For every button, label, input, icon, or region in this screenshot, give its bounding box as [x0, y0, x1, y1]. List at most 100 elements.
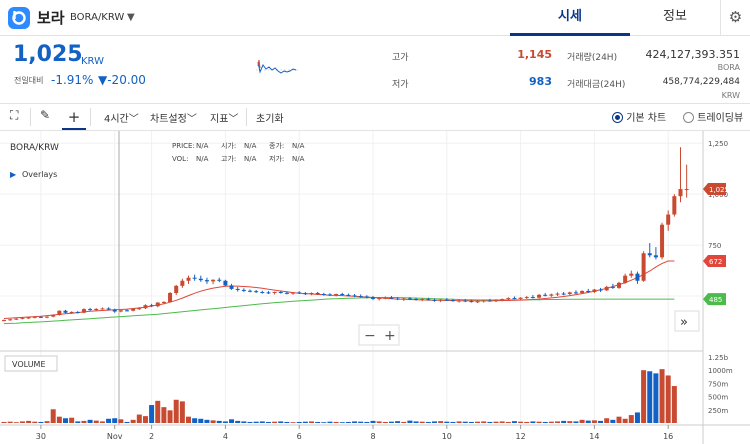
candle-body	[75, 311, 80, 313]
pencil-icon[interactable]: ✎	[40, 108, 51, 122]
readout-low-value: N/A	[292, 155, 305, 163]
candle-body	[309, 292, 314, 295]
volume-bar	[19, 421, 25, 423]
candle-body	[549, 294, 554, 296]
basic-chart-radio[interactable]: 기본 차트	[612, 109, 666, 124]
candle-body	[414, 298, 419, 300]
tradingview-radio[interactable]: 트레이딩뷰	[683, 109, 743, 124]
candle-body	[401, 298, 406, 300]
time-tick-label: Nov	[107, 432, 123, 441]
interval-select[interactable]: 4시간﹀	[104, 110, 139, 125]
reset-button[interactable]: 초기화	[256, 114, 284, 125]
candle-body	[371, 297, 375, 299]
zoom-in-button[interactable]: +	[384, 328, 396, 344]
volume-bar	[352, 421, 358, 423]
volume-bar	[247, 421, 253, 423]
volume-bar	[1, 421, 7, 423]
candle-body	[260, 291, 265, 293]
chevron-down-icon: ﹀	[228, 114, 239, 125]
candle-body	[475, 301, 480, 303]
tradingview-label: 트레이딩뷰	[697, 113, 744, 124]
candle-body	[580, 290, 585, 293]
candle-body	[303, 293, 308, 295]
candle-body	[610, 286, 615, 288]
readout-high-label: 고가:	[221, 154, 236, 163]
volume-bar	[518, 421, 524, 423]
candle-body	[561, 293, 566, 295]
candle-body	[334, 294, 339, 296]
candle-body	[660, 224, 665, 258]
crosshair-icon[interactable]: +	[62, 106, 86, 130]
ma-long-tag-marker	[703, 293, 726, 306]
fullscreen-icon[interactable]: ⛶	[10, 108, 19, 122]
candles	[2, 147, 689, 322]
volume-bar	[216, 420, 222, 423]
candle-body	[32, 316, 37, 318]
volume-legend: VOLUME	[4, 355, 58, 372]
turnover-unit: KRW	[721, 91, 740, 100]
volume-bar	[272, 421, 278, 423]
candle-body	[340, 294, 345, 296]
indicators-menu[interactable]: 지표﹀	[210, 110, 238, 125]
volume-bar	[401, 421, 407, 423]
candle-body	[112, 309, 117, 312]
volume-bar	[75, 421, 81, 423]
volume-bar	[395, 421, 401, 423]
readout-price-value: N/A	[196, 142, 209, 150]
candle-body	[598, 289, 603, 291]
candle-body	[573, 292, 578, 294]
candle-body	[684, 189, 689, 191]
candle-body	[512, 298, 517, 300]
scroll-to-latest-button[interactable]: »	[674, 310, 700, 332]
candle-body	[346, 294, 351, 296]
turnover-value: 458,774,229,484	[662, 77, 740, 87]
volume-bar	[358, 421, 364, 423]
readout-open-label: 시가:	[221, 141, 236, 150]
time-tick-label: 8	[370, 432, 375, 441]
time-tick-label: 30	[36, 432, 46, 441]
candle-body	[2, 320, 6, 322]
volume-bar	[142, 416, 148, 423]
volume-bar	[81, 420, 87, 423]
volume-tick-label: 1.25b	[708, 354, 729, 362]
candle-body	[543, 294, 548, 296]
candle-body	[241, 289, 246, 291]
chart-settings-menu[interactable]: 차트설정﹀	[150, 110, 197, 125]
volume-bar	[56, 416, 62, 423]
volume-bar	[530, 421, 536, 423]
volume-bar	[309, 421, 314, 423]
volume-bar	[26, 420, 32, 423]
tab-info[interactable]: 정보	[663, 9, 687, 24]
volume-bar	[665, 375, 671, 423]
moving-averages	[3, 260, 675, 325]
price-tick-label: 1,250	[708, 140, 728, 148]
volume-bar	[641, 370, 647, 423]
gear-icon[interactable]: ⚙	[720, 0, 750, 36]
candle-body	[235, 288, 240, 290]
volume-bar	[167, 410, 173, 423]
candle-body	[352, 295, 357, 297]
candle-body	[186, 277, 191, 281]
zoom-out-button[interactable]: −	[364, 328, 376, 344]
symbol-label: BORA/KRW	[10, 143, 59, 153]
overlays-label[interactable]: Overlays	[22, 170, 57, 179]
volume-bar	[388, 421, 394, 423]
candle-body	[389, 297, 394, 299]
candle-body	[180, 280, 185, 286]
tab-quote[interactable]: 시세	[510, 0, 630, 36]
candle-body	[174, 285, 179, 293]
candle-body	[118, 310, 123, 312]
readout-price-label: PRICE:	[172, 142, 195, 150]
overlays-toggle-icon[interactable]: ▶	[10, 170, 17, 179]
volume-bar	[462, 421, 468, 423]
candle-body	[672, 196, 677, 215]
candle-body	[254, 291, 259, 293]
candle-body	[407, 298, 412, 300]
volume-bar	[222, 421, 228, 423]
time-tick-label: 2	[149, 432, 154, 441]
candle-body	[161, 301, 166, 303]
chevron-down-icon[interactable]: ▼	[127, 12, 135, 23]
volume-bar	[161, 407, 167, 423]
volume-bar	[376, 421, 382, 423]
